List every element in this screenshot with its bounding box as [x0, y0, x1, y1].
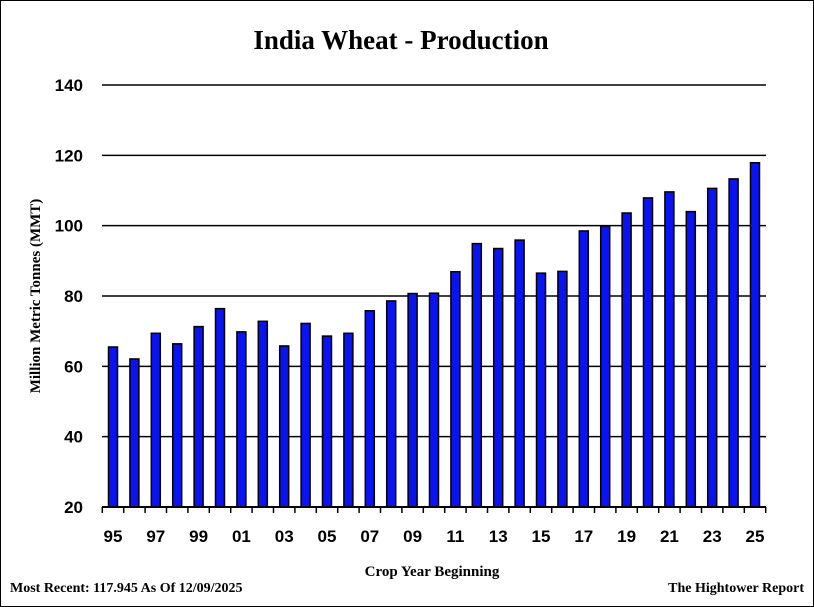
x-axis-label: Crop Year Beginning [365, 564, 500, 580]
y-axis-label: Million Metric Tonnes (MMT) [28, 199, 44, 394]
bar-10 [428, 292, 440, 508]
bar-07 [364, 310, 376, 508]
source-note: The Hightower Report [668, 581, 804, 596]
bar-05 [321, 335, 333, 508]
x-tick-label: 01 [232, 527, 251, 546]
x-tick-label: 13 [489, 527, 508, 546]
y-tick-label: 40 [64, 428, 83, 447]
x-tick-label: 11 [446, 527, 464, 546]
bar-98 [171, 343, 183, 508]
x-tick-label: 25 [746, 527, 765, 546]
bar-96 [129, 358, 140, 508]
bar-13 [492, 247, 504, 508]
bar-23 [706, 187, 718, 508]
y-tick-labels: 20 40 60 80 100 120 140 [55, 76, 83, 517]
y-tick-label: 60 [64, 357, 83, 376]
gridlines [102, 84, 766, 438]
x-tick-label: 99 [189, 527, 208, 546]
bar-09 [407, 292, 418, 508]
bar-00 [214, 307, 226, 508]
x-tick-label: 21 [660, 527, 679, 546]
x-tick-label: 07 [360, 527, 379, 546]
x-axis [101, 506, 767, 513]
bar-06 [343, 332, 354, 508]
x-tick-label: 03 [275, 527, 294, 546]
x-tick-label: 95 [104, 527, 123, 546]
x-tick-label: 97 [146, 527, 165, 546]
y-tick-label: 100 [55, 217, 83, 236]
bars [107, 161, 761, 508]
bar-02 [257, 320, 269, 508]
bar-11 [450, 270, 461, 508]
bar-25 [749, 161, 761, 508]
chart-title: India Wheat - Production [253, 25, 548, 55]
bar-97 [150, 332, 162, 508]
bar-16 [557, 270, 568, 508]
x-tick-label: 15 [532, 527, 551, 546]
x-tick-label: 09 [403, 527, 422, 546]
bar-20 [642, 197, 654, 508]
bar-14 [514, 239, 525, 508]
y-tick-label: 120 [55, 146, 83, 165]
bar-03 [278, 345, 290, 508]
bar-95 [107, 346, 119, 508]
x-tick-label: 23 [703, 527, 722, 546]
bar-01 [236, 331, 247, 508]
y-tick-label: 80 [64, 287, 83, 306]
bar-12 [471, 242, 483, 508]
bar-17 [578, 230, 590, 508]
y-tick-label: 140 [55, 76, 83, 95]
x-tick-label: 05 [318, 527, 337, 546]
bar-04 [300, 322, 311, 508]
bar-21 [664, 191, 675, 508]
x-tick-label: 19 [617, 527, 636, 546]
most-recent-note: Most Recent: 117.945 As Of 12/09/2025 [10, 581, 243, 596]
y-tick-label: 20 [64, 498, 83, 517]
bar-99 [193, 325, 204, 508]
bar-19 [621, 212, 632, 508]
bar-08 [385, 300, 397, 508]
bar-18 [599, 225, 611, 508]
x-tick-label: 17 [574, 527, 593, 546]
bar-15 [535, 272, 547, 508]
bar-24 [728, 178, 739, 508]
bar-22 [685, 210, 697, 508]
x-tick-labels: 95 97 99 01 03 05 07 09 11 13 15 17 19 21 23 25 [104, 527, 765, 546]
